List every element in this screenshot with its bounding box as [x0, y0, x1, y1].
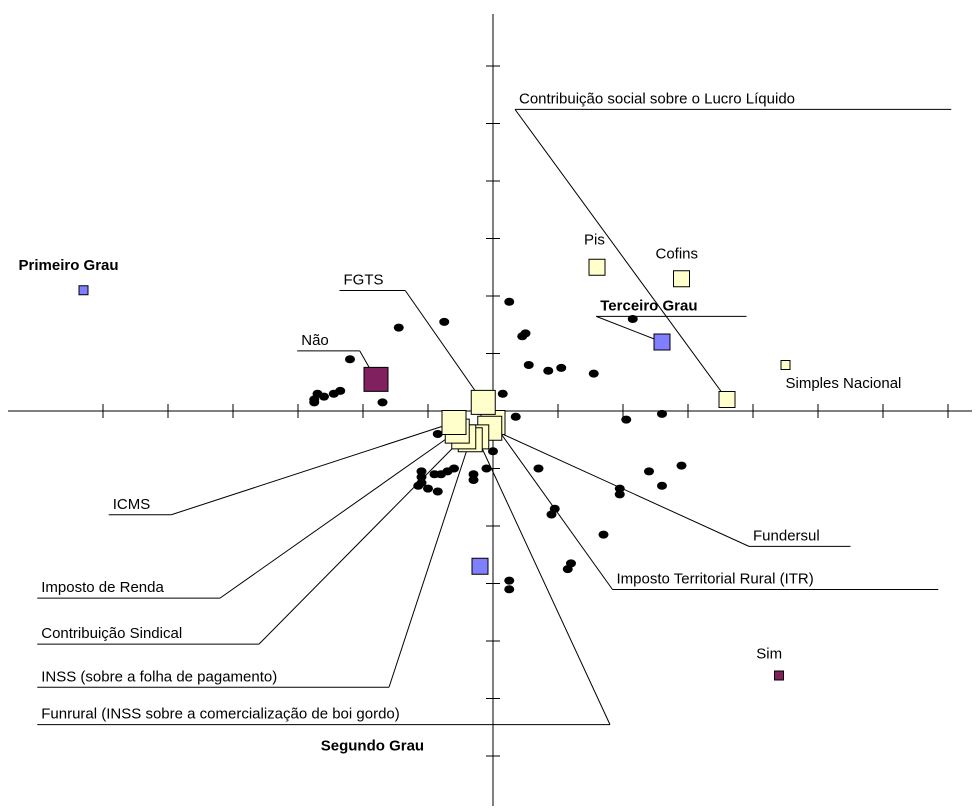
observation-point — [432, 430, 443, 438]
marker-fgts — [470, 389, 496, 415]
observation-point — [621, 415, 632, 424]
marker-primeiro-grau — [78, 285, 89, 296]
marker-nao — [363, 366, 389, 392]
leader-line — [258, 436, 465, 645]
observation-point — [481, 464, 492, 473]
observation-point — [423, 484, 433, 493]
label-imposto-de-renda: Imposto de Renda — [41, 579, 164, 596]
marker-sim — [774, 670, 784, 681]
label-fundersul: Fundersul — [753, 527, 820, 544]
observation-point — [543, 366, 554, 375]
observation-point — [657, 409, 667, 418]
leader-line — [514, 109, 728, 400]
label-cofins: Cofins — [656, 246, 699, 263]
observation-point — [432, 487, 443, 496]
observation-point — [309, 398, 320, 407]
label-contribuicao-sindical: Contribuição Sindical — [41, 625, 182, 642]
observation-point — [497, 389, 508, 398]
observation-point — [488, 447, 498, 456]
label-primeiro-grau: Primeiro Grau — [19, 257, 119, 274]
observation-point — [533, 464, 544, 473]
observation-point — [345, 355, 355, 364]
leader-line — [388, 439, 471, 688]
category-markers — [78, 258, 791, 681]
observation-point — [504, 585, 515, 594]
marker-contribuicao-social-sobre-o-lucro-liquido — [718, 391, 736, 408]
label-funrural-inss-sobre-a-comercializacao-de-boi-gordo: Funrural (INSS sobre a comercialização d… — [41, 706, 400, 723]
label-contribuicao-social-sobre-o-lucro-liquido: Contribuição social sobre o Lucro Líquid… — [519, 90, 795, 107]
category-labels: Primeiro Grau Terceiro Grau Segundo Grau Nã… — [19, 90, 902, 754]
observation-point — [468, 470, 479, 479]
observation-point — [657, 481, 667, 490]
observation-point — [468, 476, 479, 484]
label-segundo-grau: Segundo Grau — [321, 737, 424, 754]
observation-point — [614, 484, 625, 493]
observation-point — [517, 332, 528, 341]
observation-point — [504, 576, 515, 585]
label-imposto-territorial-rural-itr: Imposto Territorial Rural (ITR) — [617, 571, 814, 588]
leader-line — [596, 315, 663, 343]
leader-line — [476, 436, 611, 725]
observation-point — [644, 467, 654, 476]
observation-point — [676, 461, 687, 470]
leader-line — [219, 430, 458, 599]
label-fgts: FGTS — [344, 272, 384, 289]
label-simples-nacional: Simples Nacional — [786, 375, 902, 392]
marker-terceiro-grau — [653, 333, 671, 351]
label-sim: Sim — [756, 645, 782, 662]
label-pis: Pis — [584, 231, 605, 248]
label-icms: ICMS — [113, 496, 151, 513]
observation-point — [562, 565, 573, 574]
observation-point — [504, 297, 515, 306]
label-terceiro-grau: Terceiro Grau — [600, 297, 697, 314]
leader-line — [404, 290, 484, 403]
marker-pis — [588, 258, 606, 276]
marker-cofins — [673, 270, 690, 288]
leader-lines — [37, 108, 952, 726]
leader-line — [171, 422, 455, 516]
marker-segundo-grau — [471, 557, 489, 575]
marker-simples-nacional — [780, 360, 791, 370]
observation-point — [510, 412, 521, 421]
label-inss-sobre-a-folha-de-pagamento: INSS (sobre a folha de pagamento) — [41, 668, 277, 685]
observation-point — [598, 530, 609, 539]
observation-point — [413, 481, 424, 490]
observation-point — [416, 473, 427, 482]
observation-point — [328, 389, 339, 398]
observation-point — [377, 398, 388, 407]
observation-point — [523, 361, 534, 369]
observation-point — [556, 363, 567, 372]
observation-point — [393, 323, 404, 332]
observation-point — [429, 470, 440, 479]
observation-points — [309, 297, 687, 594]
observation-point — [439, 317, 450, 326]
observation-point — [627, 315, 638, 323]
observation-point — [546, 510, 557, 519]
marker-icms — [441, 410, 467, 435]
observation-point — [588, 369, 599, 378]
observation-point — [416, 467, 427, 476]
label-nao: Não — [301, 332, 329, 349]
observation-point — [614, 490, 625, 499]
